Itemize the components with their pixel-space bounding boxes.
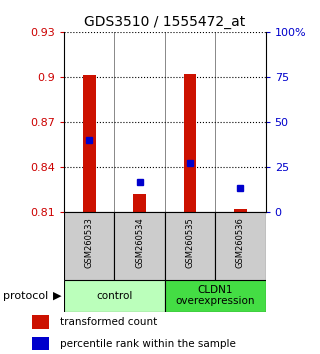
Bar — [32, 337, 49, 350]
Bar — [133, 194, 146, 212]
Bar — [184, 74, 196, 212]
Title: GDS3510 / 1555472_at: GDS3510 / 1555472_at — [84, 16, 245, 29]
Bar — [215, 212, 266, 280]
Text: GSM260536: GSM260536 — [236, 217, 245, 268]
Text: percentile rank within the sample: percentile rank within the sample — [60, 339, 236, 349]
Bar — [115, 212, 165, 280]
Bar — [165, 212, 215, 280]
Bar — [64, 212, 115, 280]
Bar — [234, 210, 247, 212]
Text: control: control — [96, 291, 132, 301]
Bar — [165, 280, 266, 312]
Bar — [32, 315, 49, 329]
Text: ▶: ▶ — [53, 291, 61, 301]
Text: GSM260535: GSM260535 — [186, 217, 195, 268]
Text: CLDN1
overexpression: CLDN1 overexpression — [175, 285, 255, 307]
Text: protocol: protocol — [3, 291, 48, 301]
Text: GSM260534: GSM260534 — [135, 217, 144, 268]
Text: transformed count: transformed count — [60, 317, 157, 327]
Bar — [64, 280, 165, 312]
Text: GSM260533: GSM260533 — [85, 217, 94, 268]
Bar — [83, 75, 95, 212]
